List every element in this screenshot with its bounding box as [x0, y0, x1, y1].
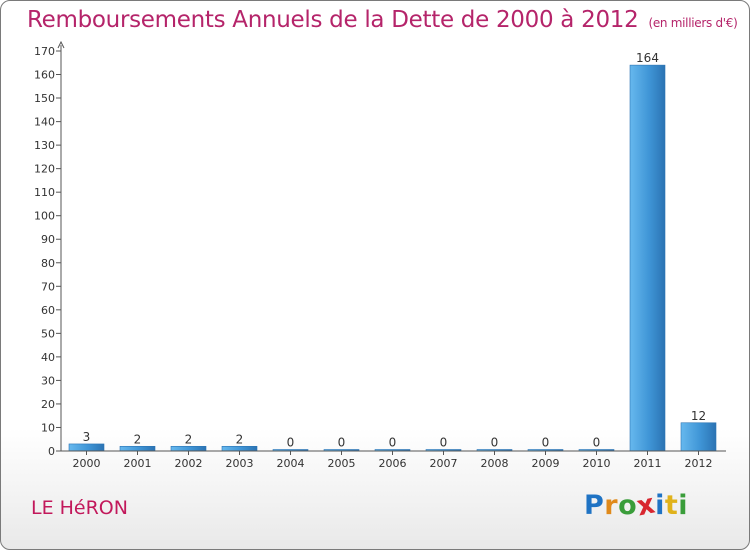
- bar-value-label: 164: [636, 51, 659, 65]
- y-tick-label: 40: [41, 351, 55, 364]
- bar: [119, 445, 156, 452]
- y-tick-label: 160: [34, 69, 55, 82]
- x-tick-label: 2008: [481, 457, 509, 470]
- logo-letter: i: [655, 490, 665, 521]
- logo-letter: P: [584, 490, 605, 521]
- y-tick-label: 30: [41, 374, 55, 387]
- x-tick-label: 2000: [73, 457, 101, 470]
- x-tick-label: 2004: [277, 457, 305, 470]
- bar: [68, 443, 105, 452]
- y-tick-label: 10: [41, 421, 55, 434]
- chart-title-text: Remboursements Annuels de la Dette de 20…: [27, 7, 639, 33]
- logo-letter: t: [664, 490, 679, 521]
- bar-value-label: 0: [389, 436, 397, 450]
- y-tick-label: 90: [41, 233, 55, 246]
- bar-value-label: 2: [236, 432, 244, 446]
- bar: [680, 422, 717, 452]
- bar-value-label: 2: [134, 432, 142, 446]
- bar-value-label: 0: [338, 436, 346, 450]
- commune-name: LE HéRON: [31, 497, 128, 519]
- y-tick-label: 140: [34, 116, 55, 129]
- x-tick-label: 2009: [532, 457, 560, 470]
- x-tick-label: 2002: [175, 457, 203, 470]
- y-tick-label: 110: [34, 186, 55, 199]
- bar-value-label: 0: [440, 436, 448, 450]
- logo-letter: r: [604, 490, 619, 521]
- bar-value-label: 0: [491, 436, 499, 450]
- x-tick-label: 2003: [226, 457, 254, 470]
- logo-letter: o: [618, 490, 638, 521]
- axes-group: 0102030405060708090100110120130140150160…: [34, 40, 726, 470]
- bar: [170, 445, 207, 452]
- x-tick-label: 2005: [328, 457, 356, 470]
- y-axis-arrow: [57, 40, 65, 49]
- bar-value-label: 2: [185, 432, 193, 446]
- y-tick-label: 50: [41, 327, 55, 340]
- chart-title: Remboursements Annuels de la Dette de 20…: [27, 7, 738, 33]
- x-tick-label: 2007: [430, 457, 458, 470]
- bar-value-label: 3: [83, 430, 91, 444]
- y-tick-label: 130: [34, 139, 55, 152]
- y-tick-label: 80: [41, 257, 55, 270]
- x-tick-label: 2010: [583, 457, 611, 470]
- bar-value-label: 12: [691, 409, 706, 423]
- bar: [629, 64, 666, 452]
- y-tick-label: 70: [41, 280, 55, 293]
- bar-group: 3 2 2 2 0 0 0 0 0 0 0 164 12: [68, 51, 717, 452]
- x-tick-label: 2011: [634, 457, 662, 470]
- bar-value-label: 0: [593, 436, 601, 450]
- y-tick-label: 120: [34, 163, 55, 176]
- y-tick-label: 60: [41, 304, 55, 317]
- chart-title-unit: (en milliers d'€): [648, 16, 738, 30]
- y-tick-label: 100: [34, 210, 55, 223]
- proxiti-logo: Proxiti: [584, 488, 689, 522]
- y-tick-label: 170: [34, 45, 55, 58]
- bar: [221, 445, 258, 452]
- x-tick-label: 2001: [124, 457, 152, 470]
- logo-letter: i: [678, 490, 689, 521]
- x-tick-label: 2006: [379, 457, 407, 470]
- y-tick-label: 150: [34, 92, 55, 105]
- y-tick-label: 20: [41, 398, 55, 411]
- y-tick-label: 0: [48, 445, 55, 458]
- bar-value-label: 0: [287, 436, 295, 450]
- bar-value-label: 0: [542, 436, 550, 450]
- x-tick-label: 2012: [685, 457, 713, 470]
